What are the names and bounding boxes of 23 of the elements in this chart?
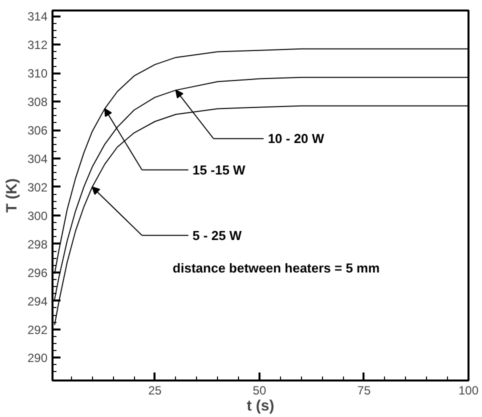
y-tick-label: 302 [27, 180, 48, 194]
y-tick-label: 294 [27, 294, 48, 308]
y-tick-label: 304 [27, 152, 48, 166]
x-tick-label: 50 [252, 384, 266, 398]
legend-label: 5 - 25 W [192, 228, 242, 243]
y-tick-label: 314 [27, 10, 48, 24]
annotation: distance between heaters = 5 mm [172, 260, 380, 276]
x-tick-label: 100 [458, 384, 479, 398]
y-tick-label: 306 [27, 124, 48, 138]
y-tick-label: 308 [27, 95, 48, 110]
y-tick-label: 290 [27, 351, 48, 366]
x-tick-label: 75 [357, 384, 371, 398]
y-axis-title: T (K) [3, 178, 20, 213]
y-tick-label: 296 [27, 266, 48, 280]
legend-label: 10 - 20 W [268, 131, 325, 146]
legend-label: 15 -15 W [192, 162, 246, 178]
y-tick-label: 292 [27, 322, 48, 337]
y-tick-label: 300 [27, 208, 48, 223]
y-tick-label: 310 [27, 66, 48, 81]
x-tick-label: 25 [148, 384, 162, 398]
x-axis-title: t (s) [246, 398, 274, 414]
y-tick-label: 312 [27, 38, 48, 52]
y-tick-label: 298 [27, 237, 48, 252]
